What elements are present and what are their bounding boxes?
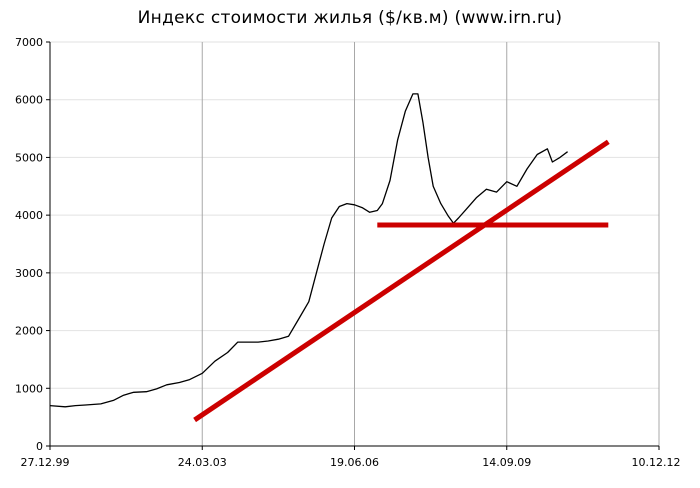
x-tick-label-3: 14.09.09	[482, 456, 531, 469]
y-tick-label-3: 3000	[15, 267, 43, 280]
x-tick-label-4: 10.12.12	[632, 456, 681, 469]
y-tick-label-5: 5000	[15, 151, 43, 164]
x-tick-label-2: 19.06.06	[330, 456, 379, 469]
y-tick-label-4: 4000	[15, 209, 43, 222]
y-tick-label-6: 6000	[15, 94, 43, 107]
y-tick-label-2: 2000	[15, 325, 43, 338]
series-line-1	[193, 139, 610, 423]
y-tick-label-1: 1000	[15, 382, 43, 395]
y-tick-label-0: 0	[36, 440, 43, 453]
y-tick-label-7: 7000	[15, 36, 43, 49]
series-line-0	[49, 93, 568, 408]
chart-title: Индекс стоимости жилья ($/кв.м) (www.irn…	[137, 8, 563, 28]
x-tick-label-1: 24.03.03	[178, 456, 227, 469]
x-tick-label-0: 27.12.99	[21, 456, 70, 469]
